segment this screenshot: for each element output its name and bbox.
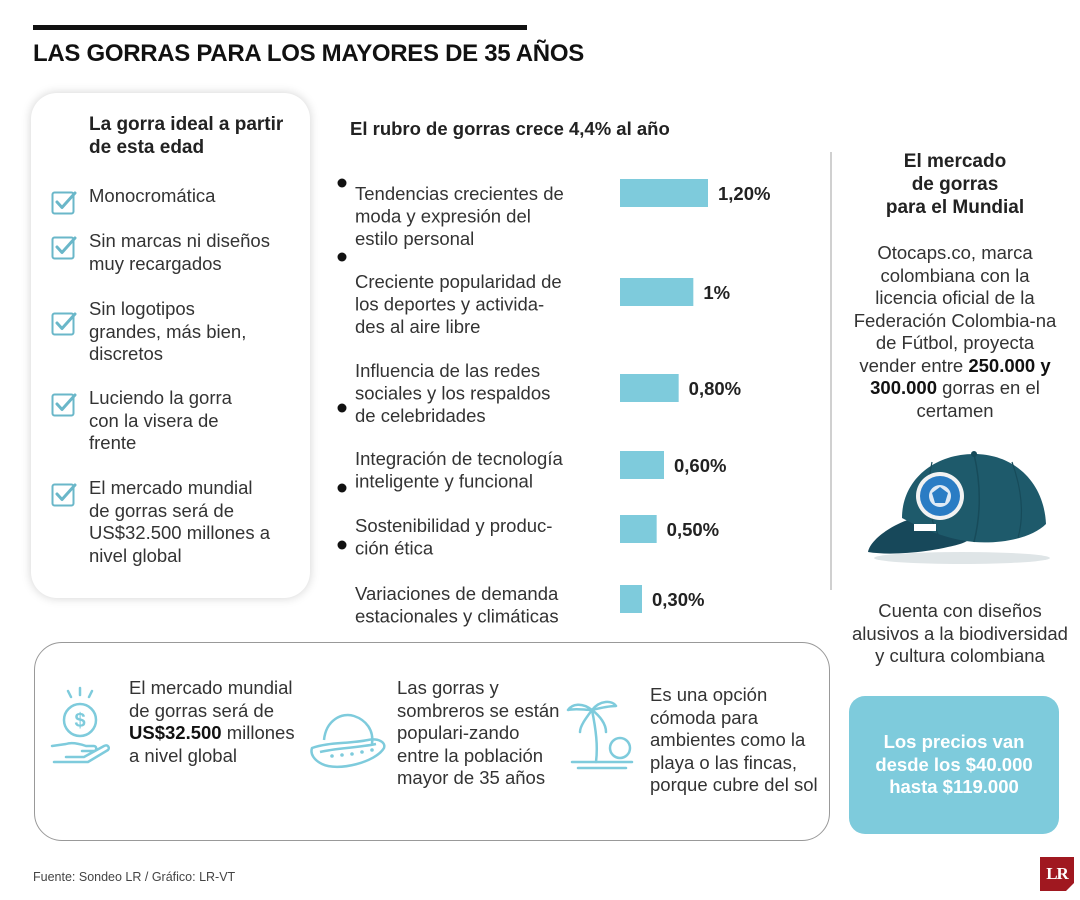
- top-rule: [33, 25, 527, 30]
- bar: [620, 179, 708, 207]
- colombia-cap-image: [868, 451, 1050, 564]
- checkbox-icon: [51, 483, 77, 507]
- lr-logo-text: LR: [1046, 864, 1069, 883]
- popularity-fact: Las gorras y sombreros se están populari…: [397, 677, 560, 788]
- bar-value-label: 0,60%: [674, 455, 726, 476]
- source-note: Fuente: Sondeo LR / Gráfico: LR-VT: [33, 870, 236, 884]
- bar-category-label: Integración de tecnología inteligente y f…: [355, 448, 563, 492]
- world-cup-market-title: El mercado de gorras para el Mundial: [885, 151, 1025, 218]
- bullet-dot: [337, 178, 347, 188]
- beach-palm-icon: [566, 700, 634, 770]
- checklist-text: Sin marcas ni diseños muy recargados: [89, 230, 270, 274]
- bar: [620, 585, 642, 613]
- bullet-dot: [337, 483, 347, 493]
- bar-value-label: 1,20%: [718, 183, 770, 204]
- money-hand-icon: $: [50, 686, 111, 764]
- lr-logo: LR: [1040, 857, 1074, 891]
- bar-category-label: Variaciones de demanda estacionales y cli…: [355, 583, 559, 627]
- ideal-cap-title: La gorra ideal a partir de esta edad: [89, 114, 284, 158]
- ideal-cap-card: La gorra ideal a partir de esta edad Mon…: [31, 93, 310, 598]
- facts-box: [34, 642, 830, 841]
- checklist-text: Sin logotipos grandes, más bien, discret…: [89, 298, 247, 364]
- checklist-text: Monocromática: [89, 185, 216, 206]
- bar-value-label: 0,30%: [652, 589, 704, 610]
- price-box: Los precios van desde los $40.000 hasta …: [849, 696, 1059, 834]
- bar-value-label: 1%: [703, 282, 730, 303]
- price-text: Los precios van desde los $40.000 hasta …: [875, 731, 1033, 798]
- bullet-dot: [337, 540, 347, 550]
- bar: [620, 451, 664, 479]
- checkbox-icon: [51, 312, 77, 336]
- growth-bar-chart: Tendencias crecientes de moda y expresión…: [337, 178, 770, 627]
- bar-category-label: Sostenibilidad y produc-ción ética: [355, 515, 552, 559]
- svg-text:$: $: [74, 710, 85, 732]
- lr-logo-badge: [1040, 857, 1074, 891]
- otocaps-description: Otocaps.co, marca colombiana con la lice…: [853, 242, 1057, 421]
- bar: [620, 374, 679, 402]
- bar-value-label: 0,80%: [689, 378, 741, 399]
- checkbox-icon: [51, 191, 77, 215]
- bullet-dot: [337, 403, 347, 413]
- sun-protection-fact: Es una opción cómoda para ambientes como…: [650, 684, 818, 795]
- hat-icon: [310, 713, 386, 769]
- bullet-dot: [337, 252, 347, 262]
- bar: [620, 515, 657, 543]
- checkbox-icon: [51, 236, 77, 260]
- page-title: LAS GORRAS PARA LOS MAYORES DE 35 AÑOS: [33, 40, 584, 67]
- checkbox-icon: [51, 393, 77, 417]
- bar-value-label: 0,50%: [667, 519, 719, 540]
- bar-category-label: Tendencias crecientes de moda y expresión…: [355, 183, 564, 249]
- bar: [620, 278, 694, 306]
- checklist-text: El mercado mundial de gorras será de US$…: [89, 477, 270, 566]
- chart-title: El rubro de gorras crece 4,4% al año: [350, 118, 670, 139]
- bar-category-label: Creciente popularidad de los deportes y a…: [355, 271, 562, 337]
- biodiversity-note: Cuenta con diseños alusivos a la biodive…: [852, 600, 1068, 666]
- bar-category-label: Influencia de las redes sociales y los re…: [355, 360, 550, 426]
- global-market-fact: El mercado mundial de gorras será de US$…: [129, 677, 295, 766]
- checklist-text: Luciendo la gorra con la visera de frent…: [89, 387, 232, 453]
- column-divider: [830, 152, 832, 590]
